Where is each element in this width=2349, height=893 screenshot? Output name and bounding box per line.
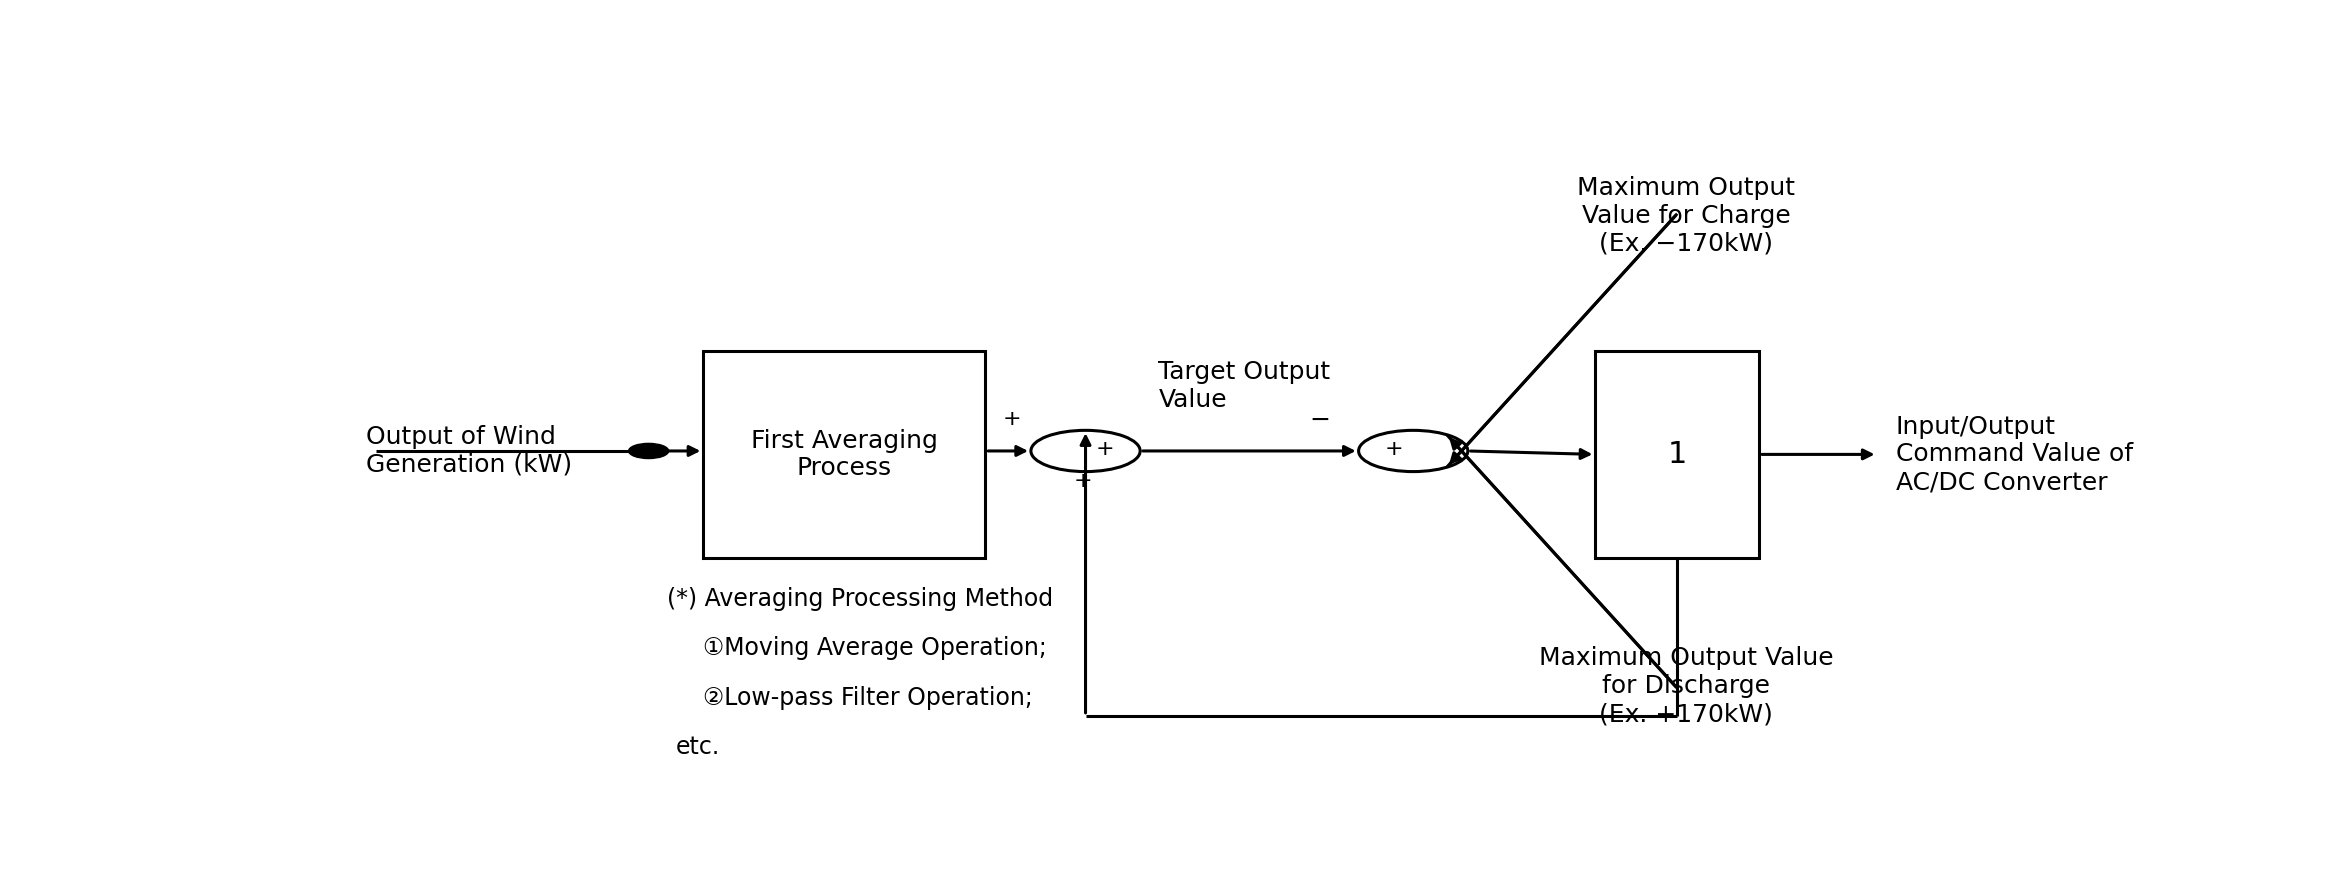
Text: +: + — [1386, 438, 1402, 459]
Text: First Averaging
Process: First Averaging Process — [752, 429, 937, 480]
Bar — [702, 351, 984, 557]
Text: 1: 1 — [1668, 440, 1687, 469]
Text: Maximum Output
Value for Charge
(Ex. −170kW): Maximum Output Value for Charge (Ex. −17… — [1576, 176, 1795, 255]
Text: +: + — [1003, 409, 1022, 429]
Text: +: + — [1095, 438, 1113, 459]
Text: Target Output
Value: Target Output Value — [1158, 360, 1330, 412]
Circle shape — [630, 444, 669, 458]
Text: Maximum Output Value
for Discharge
(Ex. +170kW): Maximum Output Value for Discharge (Ex. … — [1539, 647, 1835, 726]
Text: −: − — [1311, 408, 1332, 432]
Text: (*) Averaging Processing Method: (*) Averaging Processing Method — [667, 587, 1052, 611]
Bar — [1595, 351, 1759, 557]
Text: ②Low-pass Filter Operation;: ②Low-pass Filter Operation; — [702, 686, 1034, 710]
Text: Output of Wind
Generation (kW): Output of Wind Generation (kW) — [366, 425, 573, 477]
Text: ①Moving Average Operation;: ①Moving Average Operation; — [702, 637, 1048, 660]
Text: etc.: etc. — [677, 735, 721, 759]
Text: +: + — [1073, 471, 1092, 491]
Text: Input/Output
Command Value of
AC/DC Converter: Input/Output Command Value of AC/DC Conv… — [1896, 414, 2133, 494]
